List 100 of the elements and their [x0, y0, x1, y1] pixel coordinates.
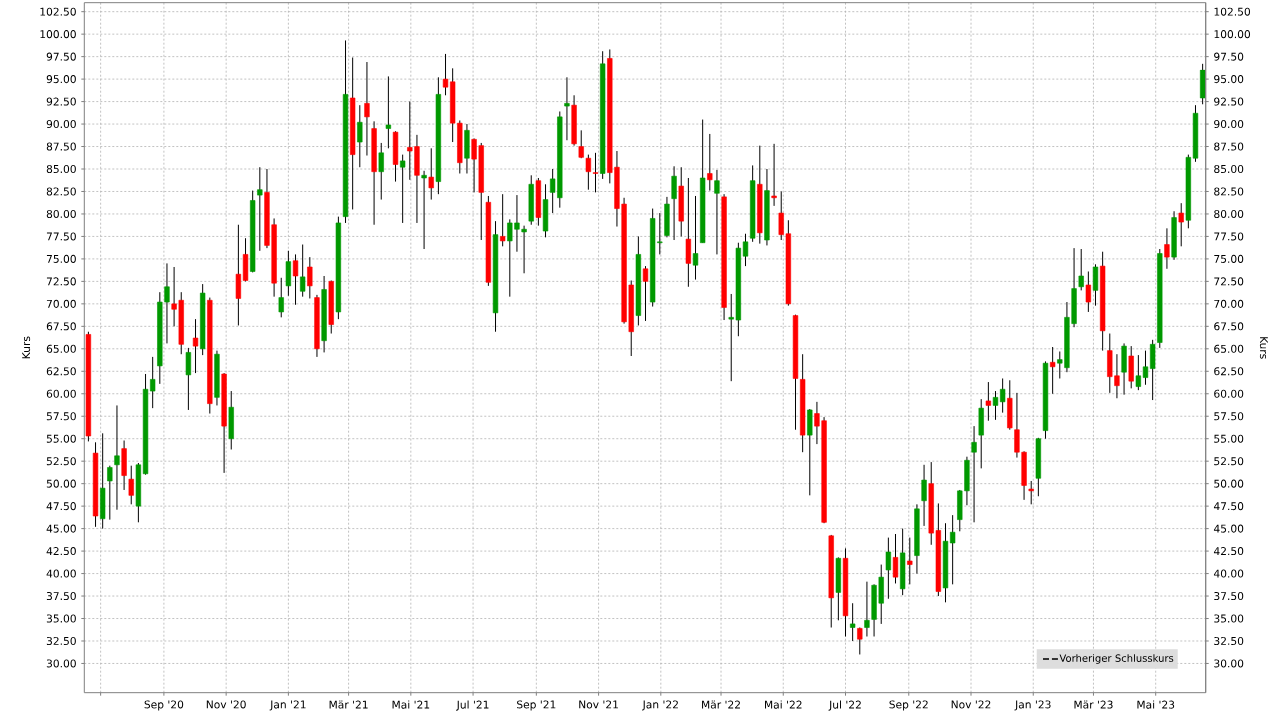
candlestick	[885, 537, 892, 600]
x-tick-label: Nov '22	[951, 700, 991, 709]
y2-tick-label: 55.00	[1214, 434, 1244, 443]
y2-tick-label: 85.00	[1214, 164, 1244, 174]
x-tick-label: Mai '22	[765, 700, 802, 709]
candlestick	[592, 152, 599, 193]
y2-tick-label: 102.50	[1214, 7, 1251, 16]
x-tick-label: Jul '21	[456, 700, 489, 711]
y-tick-label: 70.00	[46, 299, 76, 308]
y2-tick-label: 50.00	[1214, 479, 1244, 488]
candlestick	[1092, 263, 1099, 307]
y-tick-label: 85.00	[46, 164, 76, 174]
candlestick	[714, 169, 720, 255]
candlestick	[992, 390, 999, 421]
candlestick	[385, 75, 392, 149]
y-tick-label: 40.00	[46, 569, 76, 578]
candlestick	[907, 537, 913, 585]
y2-tick-label: 62.50	[1214, 367, 1244, 376]
y2-tick-label: 42.50	[1213, 547, 1244, 556]
y-tick-label: 72.50	[46, 277, 76, 286]
candlestick	[257, 166, 263, 252]
candlestick	[107, 465, 113, 521]
candlestick	[114, 404, 120, 511]
candlestick	[357, 104, 363, 168]
candlestick	[1078, 248, 1084, 291]
candlestick	[1050, 346, 1056, 395]
x-tick-label: Jan '21	[269, 700, 306, 711]
y2-tick-label: 100.00	[1214, 30, 1251, 39]
y-tick-label: 90.00	[46, 120, 76, 129]
candlestick	[292, 253, 299, 306]
candlestick	[921, 464, 927, 527]
y2-tick-label: 92.50	[1214, 97, 1244, 106]
candlestick	[892, 533, 899, 584]
candlestick	[671, 165, 677, 241]
candlestick	[585, 154, 592, 191]
y2-tick-label: 90.00	[1214, 120, 1244, 129]
candlestick	[1178, 202, 1184, 247]
candlestick	[1164, 227, 1170, 270]
y-tick-label: 75.00	[46, 254, 76, 263]
y2-tick-label: 77.50	[1214, 232, 1244, 241]
candlestick	[400, 154, 406, 224]
candlestick	[971, 425, 977, 523]
y-tick-label: 35.00	[46, 614, 76, 623]
y-tick-label: 42.50	[46, 547, 76, 556]
x-tick-label: Jul '22	[828, 700, 861, 711]
candlestick	[1028, 480, 1034, 505]
candlestick	[378, 142, 384, 201]
candlestick	[864, 581, 870, 637]
candlestick	[742, 233, 749, 267]
candlestick	[707, 133, 713, 192]
x-tick-label: Jan '22	[642, 700, 678, 711]
y-tick-label: 65.00	[46, 344, 76, 353]
y-tick-label: 92.50	[46, 97, 76, 106]
x-tick-label: Nov '21	[579, 700, 618, 709]
y-tick-label: 52.50	[46, 457, 76, 466]
x-tick-label: Sep '22	[889, 700, 928, 711]
candlestick	[278, 277, 284, 318]
y2-tick-label: 87.50	[1214, 142, 1244, 151]
x-tick-label: Sep '21	[517, 700, 556, 711]
y-tick-label: 80.00	[46, 209, 76, 218]
candlestick	[692, 195, 699, 281]
y-tick-label: 50.00	[46, 479, 76, 488]
x-tick-label: Mär '21	[329, 700, 368, 709]
annotation: Vorheriger Schlusskurs	[1059, 654, 1174, 664]
candlestick	[300, 244, 306, 298]
y-tick-label: 57.50	[46, 412, 76, 421]
y-tick-label: 47.50	[46, 502, 76, 511]
y2-tick-label: 35.00	[1214, 614, 1244, 623]
y2-tick-label: 75.00	[1214, 254, 1244, 263]
candlestick	[428, 147, 434, 201]
y-axis-title: Kurs	[22, 336, 31, 359]
x-tick-label: Mär '22	[702, 700, 740, 709]
y-tick-label: 82.50	[46, 187, 76, 196]
x-tick-label: Mär '23	[1074, 700, 1113, 709]
x-tick-label: Sep '20	[144, 700, 184, 711]
y2-tick-label: 37.50	[1214, 592, 1244, 601]
y-tick-label: 37.50	[46, 592, 76, 601]
y-tick-label: 97.50	[46, 52, 76, 61]
x-tick-label: Mai '23	[1137, 700, 1175, 709]
y-tick-label: 55.00	[46, 434, 76, 443]
y-tick-label: 95.00	[46, 75, 76, 84]
y2-tick-label: 70.00	[1214, 299, 1244, 308]
candlestick	[771, 143, 777, 207]
y2-tick-label: 45.00	[1213, 524, 1244, 533]
y-tick-label: 102.50	[40, 7, 76, 16]
y-tick-label: 67.50	[46, 322, 76, 331]
y2-tick-label: 97.50	[1214, 52, 1244, 61]
y-tick-label: 87.50	[46, 142, 76, 151]
x-tick-label: Mai '21	[392, 700, 430, 709]
candlestick	[564, 76, 570, 141]
x-tick-label: Jan '23	[1014, 700, 1051, 711]
x-tick-label: Nov '20	[206, 700, 246, 709]
y2-tick-label: 40.00	[1213, 569, 1244, 578]
y2-tick-label: 72.50	[1214, 277, 1244, 286]
candlestick	[307, 256, 313, 299]
y2-tick-label: 67.50	[1214, 322, 1244, 331]
candlestick	[850, 602, 856, 642]
candlestick	[192, 318, 199, 374]
candlestick	[421, 170, 427, 250]
y2-tick-label: 60.00	[1214, 389, 1244, 398]
